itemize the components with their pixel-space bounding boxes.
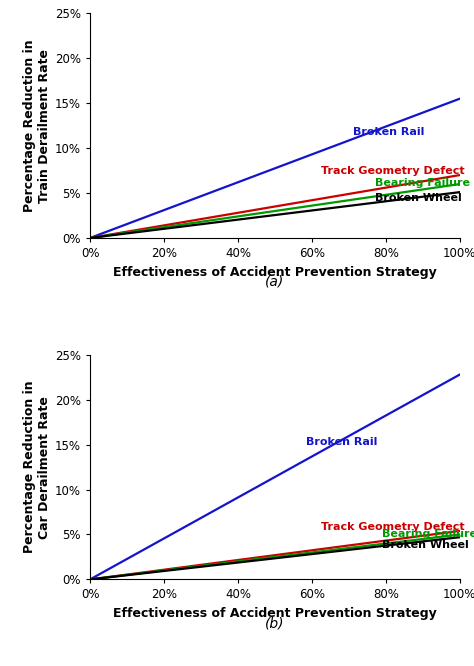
Text: Broken Wheel: Broken Wheel bbox=[382, 540, 469, 550]
Text: Bearing Failure: Bearing Failure bbox=[375, 178, 470, 188]
Y-axis label: Percentage Reduction in
Car Derailment Rate: Percentage Reduction in Car Derailment R… bbox=[23, 381, 51, 553]
X-axis label: Effectiveness of Accident Prevention Strategy: Effectiveness of Accident Prevention Str… bbox=[113, 266, 437, 278]
Text: (a): (a) bbox=[265, 274, 284, 288]
Text: Broken Wheel: Broken Wheel bbox=[375, 193, 462, 203]
Text: Broken Rail: Broken Rail bbox=[353, 127, 424, 137]
Text: Track Geometry Defect: Track Geometry Defect bbox=[321, 166, 465, 176]
Text: Bearing Failure: Bearing Failure bbox=[382, 529, 474, 539]
X-axis label: Effectiveness of Accident Prevention Strategy: Effectiveness of Accident Prevention Str… bbox=[113, 607, 437, 620]
Text: Track Geometry Defect: Track Geometry Defect bbox=[321, 522, 465, 532]
Text: Broken Rail: Broken Rail bbox=[306, 437, 378, 447]
Text: (b): (b) bbox=[265, 616, 285, 630]
Y-axis label: Percentage Reduction in
Train Derailment Rate: Percentage Reduction in Train Derailment… bbox=[23, 39, 51, 212]
